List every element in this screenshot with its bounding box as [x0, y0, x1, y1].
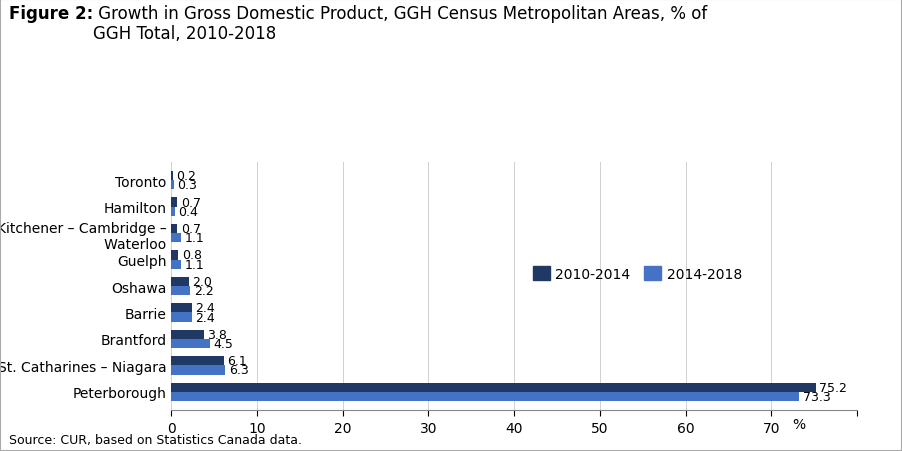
Bar: [171, 392, 799, 401]
Bar: [171, 224, 178, 234]
Bar: [171, 286, 190, 295]
Text: Source: CUR, based on Statistics Canada data.: Source: CUR, based on Statistics Canada …: [9, 433, 302, 446]
Bar: [171, 356, 224, 366]
Bar: [171, 207, 175, 216]
Text: 4.5: 4.5: [214, 337, 234, 350]
Bar: [171, 234, 180, 243]
Text: 2.4: 2.4: [196, 302, 215, 315]
Text: Figure 2:: Figure 2:: [9, 5, 93, 23]
Bar: [171, 251, 179, 260]
Text: 0.4: 0.4: [179, 205, 198, 218]
Text: 73.3: 73.3: [803, 390, 831, 403]
Bar: [171, 339, 210, 348]
Bar: [171, 181, 174, 190]
Text: Growth in Gross Domestic Product, GGH Census Metropolitan Areas, % of
GGH Total,: Growth in Gross Domestic Product, GGH Ce…: [93, 5, 707, 43]
Text: 2.2: 2.2: [194, 285, 214, 298]
Legend: 2010-2014, 2014-2018: 2010-2014, 2014-2018: [528, 261, 748, 287]
Bar: [171, 313, 192, 322]
Text: 0.7: 0.7: [180, 222, 201, 235]
Text: 0.8: 0.8: [181, 249, 202, 262]
Bar: [171, 366, 226, 375]
Bar: [171, 304, 192, 313]
Bar: [171, 260, 180, 269]
Bar: [171, 198, 178, 207]
Text: 1.1: 1.1: [184, 232, 204, 245]
Text: 0.2: 0.2: [177, 170, 197, 183]
Bar: [171, 383, 815, 392]
Text: 2.0: 2.0: [192, 275, 212, 288]
Text: 6.1: 6.1: [227, 354, 247, 368]
Text: 0.3: 0.3: [178, 179, 198, 192]
Text: 75.2: 75.2: [819, 381, 847, 394]
Text: 0.7: 0.7: [180, 196, 201, 209]
Bar: [171, 277, 189, 286]
Bar: [171, 330, 204, 339]
Text: 3.8: 3.8: [207, 328, 227, 341]
Text: 2.4: 2.4: [196, 311, 215, 324]
Text: 1.1: 1.1: [184, 258, 204, 271]
Bar: [171, 171, 173, 181]
Text: 6.3: 6.3: [229, 364, 249, 377]
Text: %: %: [793, 417, 805, 431]
